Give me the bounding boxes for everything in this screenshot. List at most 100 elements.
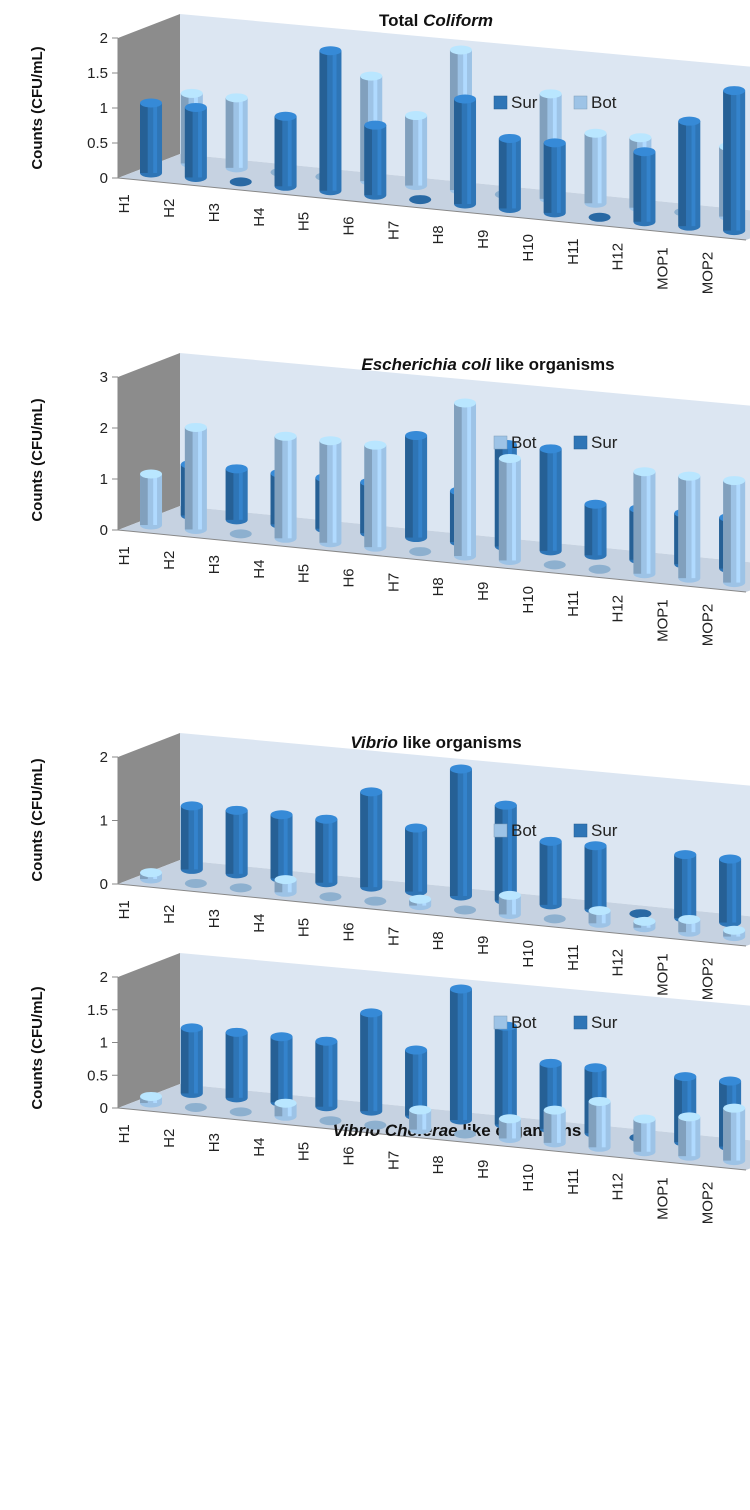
bar-top	[180, 1023, 203, 1033]
bar-shade-left	[449, 988, 458, 1120]
x-tick-label-H4: H4	[251, 1138, 268, 1157]
bar-shade-left	[719, 1081, 727, 1147]
x-tick-label-H10: H10	[520, 940, 537, 968]
x-tick-label-H11: H11	[565, 591, 582, 617]
bar-highlight	[646, 471, 651, 574]
bar-shade-left	[498, 895, 507, 915]
bar-sur-H1	[180, 801, 203, 874]
bar-highlight	[512, 138, 516, 209]
x-tick-label-H12: H12	[610, 595, 627, 623]
bar-top	[315, 814, 338, 824]
chart-title: Vibrio like organisms	[350, 733, 521, 752]
bar-top	[360, 787, 383, 797]
bar-top	[584, 499, 607, 509]
legend-swatch-bot	[493, 435, 508, 450]
bar-sur-H8	[494, 1021, 517, 1129]
bar-shade-left	[274, 116, 283, 187]
bar-bot-H2	[184, 878, 207, 888]
bar-shade-left	[454, 403, 462, 557]
bar-highlight	[736, 1108, 741, 1161]
y-tick-label: 1.5	[87, 65, 108, 82]
bar-bot-H6	[364, 440, 387, 552]
bar-shade-left	[225, 1032, 234, 1098]
bar-sur-H8	[494, 800, 517, 905]
bar-bot-H7	[409, 547, 432, 557]
x-tick-label-H11: H11	[565, 945, 582, 971]
bar-bot-H2	[184, 422, 207, 534]
bar-shade-left	[678, 476, 687, 579]
bar-shade-left	[494, 1026, 503, 1125]
bar-bot-H8	[454, 1129, 477, 1139]
bar-shade-left	[633, 471, 642, 574]
bar-sur-H11	[588, 212, 611, 222]
legend-label-bot: Bot	[511, 433, 537, 452]
bar-highlight	[646, 1118, 651, 1152]
bar-shade-left	[225, 468, 234, 520]
bar-highlight	[512, 895, 516, 915]
bar-top	[584, 128, 607, 138]
bar-shade-left	[584, 845, 593, 910]
bar-highlight	[556, 1110, 561, 1143]
bar-shade-left	[723, 1108, 731, 1161]
bar-top	[498, 133, 521, 143]
bar-top	[225, 93, 248, 103]
bar-top	[539, 444, 562, 454]
bar-highlight	[418, 435, 423, 538]
bar-bot-MOP2	[723, 1103, 746, 1166]
y-tick-label: 0.5	[87, 1067, 108, 1084]
x-tick-label-H12: H12	[610, 949, 627, 977]
x-tick-label-H5: H5	[296, 212, 313, 231]
bar-sur-MOP1	[678, 116, 701, 231]
bar-sur-H5	[360, 1008, 383, 1116]
bar-top	[274, 111, 297, 121]
bar-bot-H8	[454, 398, 477, 561]
bar-shade-left	[584, 133, 593, 204]
bar-top	[588, 1096, 611, 1106]
bar-sur-H9	[539, 444, 562, 556]
x-tick-label-H7: H7	[385, 927, 402, 946]
bar-highlight	[691, 919, 696, 933]
bar-shade-left	[678, 919, 687, 933]
y-axis-label: Counts (CFU/mL)	[29, 758, 46, 881]
bar-highlight	[373, 791, 378, 888]
bar-top	[584, 841, 607, 851]
bar-shade-left	[270, 473, 279, 525]
bar-highlight	[691, 121, 696, 227]
y-tick-label: 0	[100, 1100, 108, 1117]
bar-bot-H10	[543, 1105, 566, 1148]
x-tick-label-H7: H7	[385, 573, 402, 592]
bar-shade-left	[449, 49, 458, 190]
bar-shade-left	[543, 1110, 552, 1143]
bar-bot-H12	[633, 467, 656, 579]
bar-sur-H9	[539, 836, 562, 910]
legend-label-sur: Sur	[591, 433, 618, 452]
bar-shade-left	[633, 151, 642, 222]
bar-highlight	[194, 805, 198, 870]
x-tick-label-H9: H9	[475, 582, 492, 601]
x-axis-line	[117, 883, 747, 947]
bar-highlight	[418, 1050, 423, 1116]
x-tick-label-H7: H7	[385, 221, 402, 240]
y-axis-label: Counts (CFU/mL)	[29, 46, 46, 169]
bar-top	[633, 916, 656, 926]
chart-title-part: Vibrio Cholerae	[333, 1121, 458, 1140]
y-tick-label: 0.5	[87, 135, 108, 152]
bar-highlight	[646, 151, 651, 222]
bar-shade-left	[270, 1036, 279, 1103]
bar-bot-H12	[633, 1114, 656, 1157]
x-tick-label-H2: H2	[161, 905, 178, 924]
bar-highlight	[332, 440, 337, 543]
x-tick-label-H12: H12	[610, 243, 627, 271]
bar-top	[140, 1091, 163, 1101]
bar-highlight	[418, 115, 423, 186]
bar-top	[678, 914, 701, 924]
chart-3: 0 1 2 Counts (CFU/mL) Vibrio like organisms H…	[29, 733, 750, 1000]
bar-bot-H9	[498, 453, 521, 565]
chart-1: 0 0.5 1 1.5 2 Counts (CFU/mL) Total Coliform H1…	[29, 11, 750, 294]
x-tick-label-MOP1: MOP1	[655, 953, 672, 996]
bar-highlight	[597, 504, 602, 556]
x-tick-label-MOP2: MOP2	[699, 958, 716, 1001]
bar-top	[498, 453, 521, 463]
bar-shade-left	[405, 828, 413, 892]
bar-top	[274, 431, 297, 441]
